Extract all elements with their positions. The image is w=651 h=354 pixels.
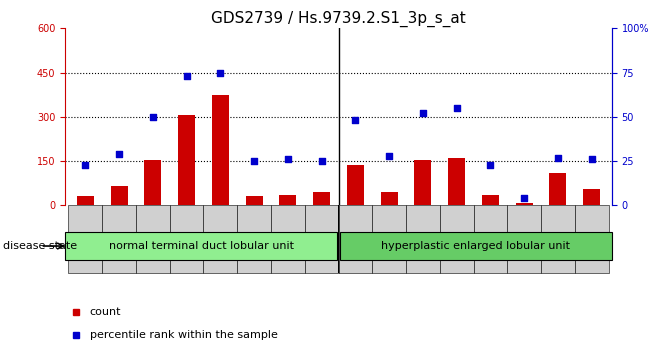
Point [350, 118, 361, 123]
Bar [372, 205, 406, 273]
Point [182, 73, 192, 79]
Bar [102, 205, 136, 273]
Point [148, 114, 158, 120]
Bar [245, 196, 262, 205]
Bar [381, 192, 398, 205]
Bar [170, 205, 204, 273]
Point [316, 158, 327, 164]
Bar [516, 203, 533, 205]
Bar [204, 205, 237, 273]
Bar [482, 195, 499, 205]
Bar [145, 160, 161, 205]
Point [215, 70, 226, 75]
Bar [347, 166, 364, 205]
Bar [406, 205, 440, 273]
Point [587, 156, 597, 162]
Bar [507, 205, 541, 273]
Point [451, 105, 462, 111]
Bar [338, 205, 339, 273]
Text: hyperplastic enlarged lobular unit: hyperplastic enlarged lobular unit [381, 241, 570, 251]
Bar [549, 173, 566, 205]
Bar [340, 232, 612, 260]
Point [519, 195, 529, 201]
Bar [68, 205, 102, 273]
Point [553, 155, 563, 160]
Point [249, 158, 259, 164]
Text: disease state: disease state [3, 241, 77, 251]
Bar [65, 232, 337, 260]
Text: percentile rank within the sample: percentile rank within the sample [90, 330, 277, 339]
Point [485, 162, 495, 167]
Bar [575, 205, 609, 273]
Bar [415, 160, 432, 205]
Bar [279, 195, 296, 205]
Bar [339, 205, 372, 273]
Bar [473, 205, 507, 273]
Bar [178, 115, 195, 205]
Bar [583, 189, 600, 205]
Point [418, 110, 428, 116]
Text: count: count [90, 307, 121, 317]
Bar [449, 158, 465, 205]
Title: GDS2739 / Hs.9739.2.S1_3p_s_at: GDS2739 / Hs.9739.2.S1_3p_s_at [211, 11, 466, 27]
Bar [313, 192, 330, 205]
Bar [271, 205, 305, 273]
Bar [212, 95, 229, 205]
Bar [305, 205, 339, 273]
Bar [440, 205, 473, 273]
Point [114, 151, 124, 157]
Point [80, 162, 90, 167]
Point [384, 153, 395, 159]
Bar [136, 205, 170, 273]
Bar [77, 196, 94, 205]
Bar [111, 186, 128, 205]
Bar [237, 205, 271, 273]
Bar [541, 205, 575, 273]
Text: normal terminal duct lobular unit: normal terminal duct lobular unit [109, 241, 294, 251]
Point [283, 156, 293, 162]
